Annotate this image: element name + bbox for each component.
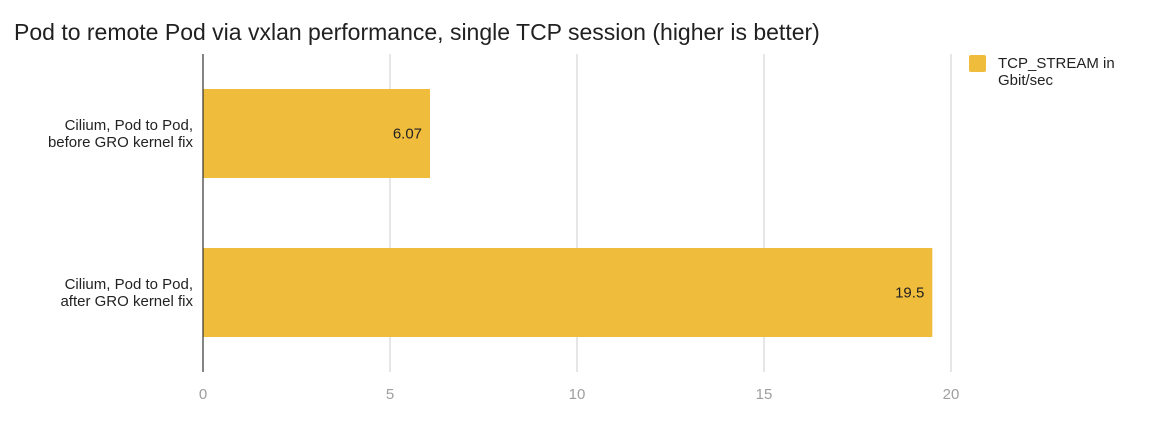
category-label-2: Cilium, Pod to Pod, after GRO kernel fix xyxy=(60,276,193,310)
legend-label: TCP_STREAM in Gbit/sec xyxy=(998,55,1115,89)
chart-title: Pod to remote Pod via vxlan performance,… xyxy=(14,19,820,45)
category-label-1: Cilium, Pod to Pod, before GRO kernel fix xyxy=(48,117,194,151)
x-tick-label-15: 15 xyxy=(756,386,773,403)
bars: 6.07 19.5 xyxy=(203,89,933,337)
data-label-2: 19.5 xyxy=(895,285,924,302)
x-tick-label-0: 0 xyxy=(199,386,207,403)
x-tick-label-5: 5 xyxy=(386,386,394,403)
data-label-1: 6.07 xyxy=(393,126,422,143)
x-tick-label-10: 10 xyxy=(569,386,586,403)
bar-1 xyxy=(203,89,431,178)
legend: TCP_STREAM in Gbit/sec xyxy=(969,55,1115,89)
bar-2 xyxy=(203,248,933,337)
legend-swatch xyxy=(969,55,986,72)
axes: 0 5 10 15 20 Cilium, Pod to Pod, before GRO ke… xyxy=(48,54,959,403)
x-tick-label-20: 20 xyxy=(943,386,960,403)
